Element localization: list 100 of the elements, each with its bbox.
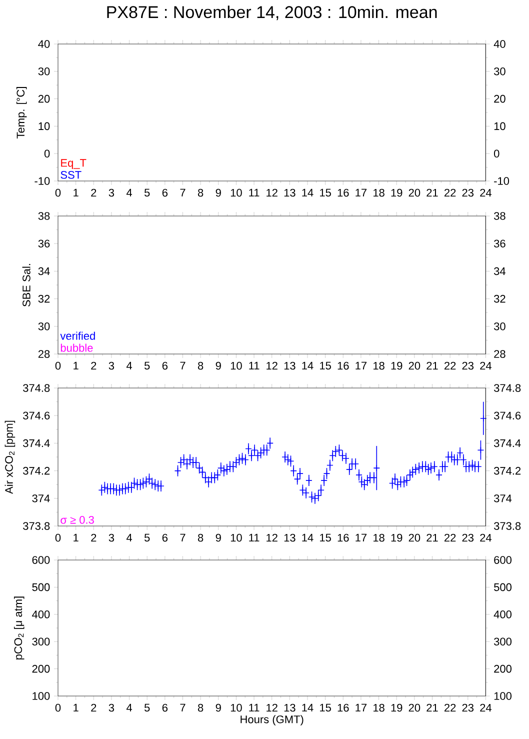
- x-tick-label: 17: [356, 534, 367, 542]
- x-tick-label: 18: [374, 188, 384, 197]
- x-tick-label: 16: [338, 704, 349, 712]
- x-tick-label: 17: [356, 188, 367, 196]
- x-tick-label: 7: [180, 534, 186, 542]
- x-tick-label: 10: [230, 188, 242, 197]
- x-tick-label: 24: [480, 362, 492, 370]
- x-tick-label: 10: [230, 362, 242, 370]
- legend-label: bubble: [60, 344, 93, 352]
- x-tick-label: 7: [180, 188, 186, 196]
- x-tick-label: 7: [180, 704, 186, 712]
- x-tick-label: 9: [216, 534, 221, 542]
- x-tick-label: 1: [74, 534, 78, 542]
- y-tick-label: 30: [38, 67, 50, 76]
- y2-tick-label: 374.6: [494, 412, 521, 420]
- y-tick-label: 600: [32, 556, 50, 564]
- x-tick-label: 6: [162, 362, 168, 370]
- x-tick-label: 4: [126, 362, 132, 370]
- y-axis-title: SBE Sal.: [22, 264, 30, 307]
- y2-tick-label: 34: [494, 267, 506, 276]
- y-tick-label: 10: [38, 122, 50, 130]
- y2-tick-label: 30: [494, 67, 506, 76]
- x-tick-label: 13: [284, 188, 296, 197]
- x-tick-label: 4: [126, 704, 132, 712]
- y-axis-title: pCO$_{2}$ [μ atm]: [14, 596, 24, 660]
- x-tick-label: 21: [426, 188, 438, 197]
- x-tick-label: 11: [249, 534, 260, 542]
- y2-tick-label: 400: [494, 610, 512, 618]
- x-tick-label: 13: [284, 704, 296, 712]
- x-tick-label: 5: [144, 362, 150, 370]
- x-tick-label: 12: [266, 704, 278, 712]
- x-tick-label: 19: [391, 362, 402, 370]
- y2-tick-label: 500: [494, 583, 512, 592]
- x-tick-label: 2: [91, 534, 96, 542]
- y2-tick-label: 38: [494, 212, 506, 220]
- x-tick-label: 12: [266, 534, 278, 542]
- x-tick-label: 23: [462, 362, 474, 370]
- x-tick-label: 3: [108, 362, 114, 370]
- y-tick-label: 32: [38, 294, 50, 303]
- x-tick-label: 18: [374, 362, 384, 370]
- x-tick-label: 3: [108, 188, 114, 197]
- x-tick-label: 16: [338, 362, 349, 370]
- y-tick-label: 0: [44, 150, 50, 158]
- legend-label: Eq_T: [61, 159, 86, 169]
- x-tick-label: 23: [462, 534, 474, 542]
- x-tick-label: 2: [91, 362, 96, 370]
- y-axis-title: Temp. [°C]: [16, 87, 27, 138]
- y-tick-label: 38: [38, 212, 50, 220]
- x-tick-label: 0: [55, 188, 61, 197]
- y-tick-label: 34: [38, 267, 50, 276]
- x-tick-label: 20: [408, 704, 420, 712]
- x-tick-label: 24: [480, 534, 492, 542]
- x-tick-label: 1: [74, 188, 78, 196]
- legend-label: σ ≥ 0.3: [60, 516, 94, 524]
- x-tick-label: 21: [426, 704, 438, 712]
- x-tick-label: 17: [356, 704, 367, 712]
- x-tick-label: 5: [144, 704, 150, 712]
- y2-tick-label: 10: [494, 122, 506, 130]
- x-tick-label: 22: [444, 704, 456, 712]
- x-tick-label: 14: [302, 188, 314, 196]
- y2-tick-label: 374.2: [494, 466, 521, 475]
- x-tick-label: 15: [320, 534, 331, 542]
- y2-tick-label: 36: [494, 240, 506, 248]
- x-tick-label: 15: [320, 188, 331, 197]
- x-tick-label: 0: [55, 704, 61, 712]
- x-tick-label: 21: [426, 534, 438, 542]
- y2-tick-label: 0: [494, 150, 500, 158]
- x-tick-label: 23: [462, 704, 474, 712]
- y-tick-label: 374.4: [23, 439, 50, 448]
- legend-label: SST: [60, 171, 82, 179]
- chart-title: PX87E : November 14, 2003 : 10min. mean: [107, 6, 437, 20]
- x-tick-label: 20: [408, 362, 420, 370]
- x-tick-label: 10: [230, 534, 242, 542]
- x-tick-label: 11: [249, 362, 260, 370]
- y-tick-label: 400: [32, 610, 50, 618]
- y2-tick-label: 374.8: [494, 384, 521, 392]
- y-tick-label: 200: [32, 664, 50, 673]
- y-tick-label: 20: [38, 94, 50, 103]
- x-tick-label: 19: [391, 534, 402, 542]
- y2-tick-label: 20: [494, 94, 506, 103]
- x-tick-label: 16: [338, 534, 349, 542]
- x-tick-label: 5: [144, 188, 150, 197]
- x-tick-label: 0: [55, 534, 61, 542]
- y-tick-label: 500: [32, 583, 50, 592]
- legend-label: verified: [60, 332, 95, 340]
- x-tick-label: 6: [162, 704, 168, 712]
- x-tick-label: 18: [374, 704, 384, 712]
- x-tick-label: 2: [91, 704, 96, 712]
- x-tick-label: 20: [408, 188, 420, 197]
- x-tick-label: 24: [480, 188, 492, 197]
- y2-tick-label: 30: [494, 322, 506, 330]
- x-tick-label: 17: [356, 362, 367, 370]
- x-tick-label: 5: [144, 534, 150, 542]
- y-tick-label: 28: [38, 350, 50, 358]
- y2-tick-label: 28: [494, 350, 506, 358]
- y2-tick-label: -10: [494, 177, 510, 185]
- y2-tick-label: 40: [494, 40, 506, 48]
- y-tick-label: 40: [38, 40, 50, 48]
- y-tick-label: 374.8: [23, 384, 50, 392]
- x-tick-label: 1: [74, 704, 78, 712]
